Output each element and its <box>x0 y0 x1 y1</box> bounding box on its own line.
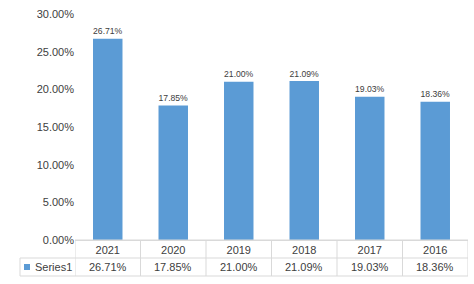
svg-text:2019: 2019 <box>227 244 251 256</box>
svg-text:21.09%: 21.09% <box>290 69 320 79</box>
svg-text:21.00%: 21.00% <box>224 69 254 79</box>
svg-text:26.71%: 26.71% <box>93 26 123 36</box>
svg-text:18.36%: 18.36% <box>416 261 454 273</box>
svg-text:21.09%: 21.09% <box>285 261 323 273</box>
svg-text:21.00%: 21.00% <box>220 261 258 273</box>
svg-text:15.00%: 15.00% <box>37 121 75 133</box>
svg-text:20.00%: 20.00% <box>37 83 75 95</box>
svg-text:25.00%: 25.00% <box>37 46 75 58</box>
svg-text:2016: 2016 <box>423 244 447 256</box>
svg-text:2017: 2017 <box>358 244 382 256</box>
svg-text:2018: 2018 <box>292 244 316 256</box>
svg-text:5.00%: 5.00% <box>43 196 74 208</box>
svg-text:2020: 2020 <box>161 244 185 256</box>
svg-text:18.36%: 18.36% <box>421 89 451 99</box>
svg-text:Series1: Series1 <box>35 261 72 273</box>
svg-text:0.00%: 0.00% <box>43 234 74 246</box>
svg-text:19.03%: 19.03% <box>355 84 385 94</box>
svg-text:26.71%: 26.71% <box>89 261 127 273</box>
svg-text:30.00%: 30.00% <box>37 8 75 20</box>
svg-text:17.85%: 17.85% <box>154 261 192 273</box>
svg-text:19.03%: 19.03% <box>351 261 389 273</box>
svg-text:10.00%: 10.00% <box>37 159 75 171</box>
svg-text:17.85%: 17.85% <box>159 93 189 103</box>
svg-text:2021: 2021 <box>96 244 120 256</box>
